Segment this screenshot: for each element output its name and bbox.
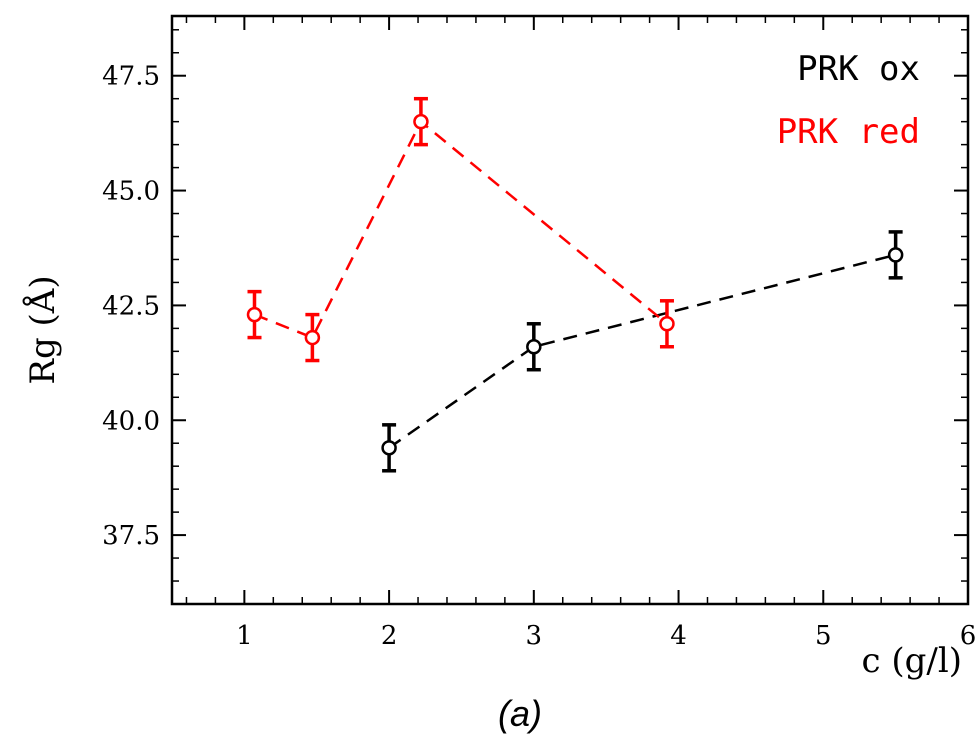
- y-tick-label: 47.5: [102, 62, 160, 92]
- x-tick-label: 4: [670, 621, 687, 651]
- y-tick-label: 45.0: [102, 177, 160, 207]
- x-tick-label: 1: [236, 621, 253, 651]
- series-0: [381, 230, 904, 473]
- legend: PRK ox PRK red: [777, 49, 920, 152]
- data-point: [381, 440, 397, 456]
- y-tick-label: 42.5: [102, 291, 160, 321]
- data-point: [526, 339, 542, 355]
- x-axis-title: c (g/l): [862, 641, 962, 681]
- x-tick-label: 5: [815, 621, 832, 651]
- series-1: [246, 96, 675, 363]
- data-point: [304, 329, 321, 346]
- legend-entry-prk-ox: PRK ox: [797, 49, 920, 89]
- x-tick-label: 2: [381, 621, 398, 651]
- x-tick-label: 6: [960, 621, 977, 651]
- figure-caption: (a): [498, 693, 542, 734]
- y-tick-label: 40.0: [102, 406, 160, 436]
- legend-entry-prk-red: PRK red: [777, 112, 920, 152]
- data-point: [887, 247, 904, 263]
- x-tick-label: 3: [526, 621, 543, 651]
- data-point: [659, 316, 675, 332]
- x-tick-labels: 1 2 3 4 5 6: [236, 621, 976, 651]
- data-point: [246, 306, 263, 323]
- series-layer: [246, 96, 904, 473]
- y-axis-title: Rg (Å): [22, 275, 63, 384]
- y-tick-label: 37.5: [102, 521, 160, 551]
- series-line: [388, 253, 896, 449]
- y-tick-labels: 37.5 40.0 42.5 45.0 47.5: [102, 62, 160, 551]
- series-line: [254, 119, 668, 340]
- data-point: [413, 113, 429, 130]
- plot-frame: [170, 14, 970, 606]
- axis-ticks: [172, 16, 969, 604]
